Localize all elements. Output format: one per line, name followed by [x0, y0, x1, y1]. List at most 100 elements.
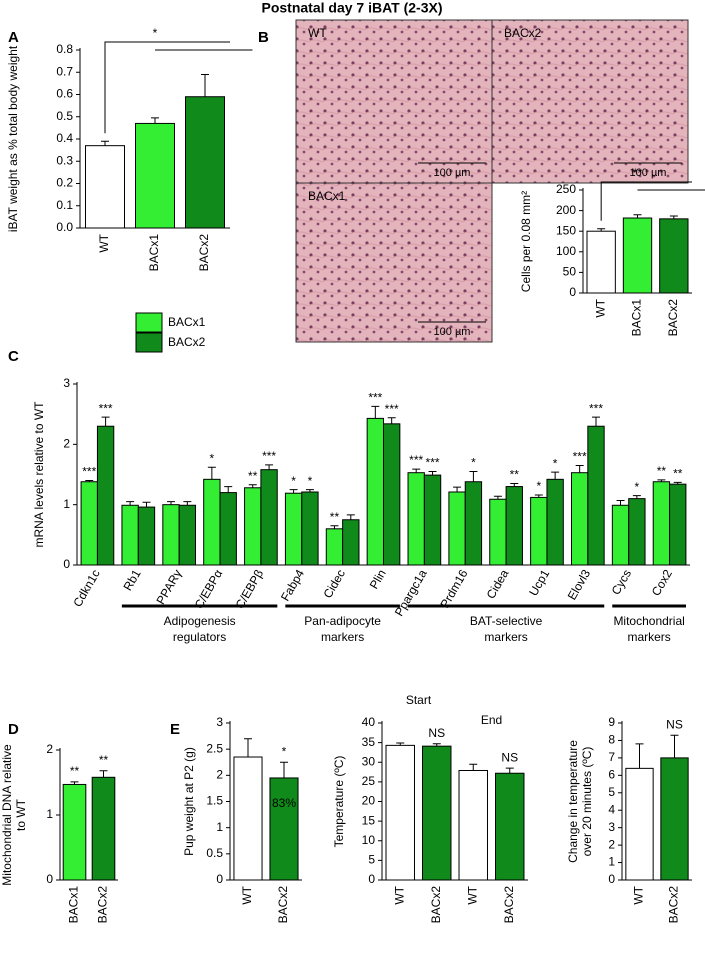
x-tick-label: WT — [593, 298, 607, 317]
significance: *** — [409, 453, 423, 467]
bar — [458, 769, 488, 881]
y-tick-label: 40 — [362, 715, 376, 729]
error-bar — [534, 494, 543, 498]
error-bar — [346, 514, 355, 520]
bar — [625, 767, 654, 881]
y-axis-label: Mitochondrial DNA relative — [0, 744, 14, 886]
bar — [586, 230, 616, 294]
y-tick-label: 0.0 — [56, 220, 73, 234]
bar — [269, 777, 299, 881]
scale-bar-label: 100 µm — [630, 167, 667, 179]
error-bar — [126, 501, 135, 506]
y-tick-label: 0 — [63, 557, 70, 571]
error-bar — [396, 742, 405, 746]
error-bar — [428, 470, 437, 476]
y-tick-label: 1 — [63, 497, 70, 511]
y-tick-label: 3 — [63, 376, 70, 390]
y-tick-label: 2 — [63, 437, 70, 451]
x-tick-label: Rb1 — [121, 567, 144, 593]
bar — [464, 481, 483, 566]
y-tick-label: 5 — [368, 853, 375, 867]
error-bar — [101, 140, 109, 146]
bar — [203, 478, 221, 566]
bar — [284, 492, 303, 566]
error-bar — [669, 215, 678, 219]
significance: ** — [657, 464, 667, 478]
y-tick-label: 0.7 — [56, 64, 73, 78]
error-bar — [289, 489, 298, 494]
legend-swatch — [135, 332, 163, 353]
x-tick-label: WT — [240, 885, 254, 904]
y-tick-label: 20 — [362, 794, 376, 808]
x-tick-label: BACx2 — [96, 886, 110, 924]
error-bar — [412, 468, 421, 473]
error-bar — [201, 73, 209, 97]
y-tick-label: 25 — [362, 774, 376, 788]
bar — [407, 472, 425, 566]
x-tick-label: WT — [392, 885, 406, 904]
y-tick-label: 250 — [556, 182, 576, 196]
legend-swatch — [135, 312, 163, 333]
error-bar — [616, 499, 625, 506]
y-tick-label: 8 — [608, 733, 615, 747]
error-bar — [670, 734, 679, 758]
y-tick-label: 7 — [608, 750, 615, 764]
significance: *** — [573, 450, 587, 464]
y-tick-label: 0 — [608, 872, 615, 886]
bar — [85, 145, 125, 229]
micrograph-label: BACx1 — [308, 189, 346, 203]
bar — [96, 425, 115, 566]
error-bar — [469, 470, 478, 482]
y-axis-label: to WT — [14, 798, 28, 831]
bar — [137, 506, 156, 566]
y-axis-label: Cells per 0.08 mm² — [519, 191, 533, 292]
significance: *** — [82, 465, 96, 479]
bar — [448, 491, 466, 566]
y-tick-label: 1.5 — [206, 794, 223, 808]
error-bar — [551, 471, 560, 480]
y-tick-label: 2 — [216, 768, 223, 782]
bar — [342, 519, 360, 566]
x-tick-label: Cox2 — [649, 567, 675, 599]
x-tick-label: Cdkn1c — [70, 567, 102, 609]
y-tick-label: 2 — [608, 837, 615, 851]
error-bar — [633, 214, 642, 219]
x-tick-label: Cidea — [484, 567, 512, 601]
significance: * — [210, 451, 215, 465]
bar — [570, 472, 589, 566]
y-tick-label: 0.6 — [56, 87, 73, 101]
group-label: regulators — [173, 630, 226, 644]
x-tick-label: WT — [97, 233, 111, 252]
significance: ** — [248, 469, 258, 483]
y-tick-label: 0 — [368, 872, 375, 886]
scale-bar-label: 100 µm — [434, 326, 471, 338]
significance: *** — [368, 390, 382, 404]
y-tick-label: 0.5 — [56, 109, 73, 123]
bar — [546, 478, 564, 566]
bar — [80, 481, 98, 566]
bar — [219, 492, 237, 566]
error-bar — [371, 405, 380, 419]
error-bar — [166, 501, 175, 505]
bar — [260, 469, 278, 566]
error-bar — [99, 770, 108, 778]
bar — [162, 504, 180, 566]
y-tick-label: 0.5 — [206, 846, 223, 860]
significance: ** — [330, 510, 340, 524]
y-tick-label: 100 — [556, 244, 576, 258]
error-bar — [453, 486, 462, 492]
bracket — [104, 41, 253, 134]
micrograph-label: WT — [308, 26, 327, 40]
group-label: Start — [406, 693, 432, 707]
significance: NS — [666, 717, 683, 731]
y-tick-label: 5 — [608, 785, 615, 799]
error-bar — [673, 481, 682, 485]
bar — [660, 757, 689, 881]
x-tick-label: BACx2 — [429, 886, 443, 924]
error-bar — [101, 416, 110, 427]
significance: * — [536, 479, 541, 493]
significance: ** — [673, 467, 683, 481]
significance: *** — [262, 449, 276, 463]
x-tick-label: PPARγ — [153, 567, 184, 607]
y-axis-label: over 20 minutes (ºC) — [580, 747, 594, 857]
